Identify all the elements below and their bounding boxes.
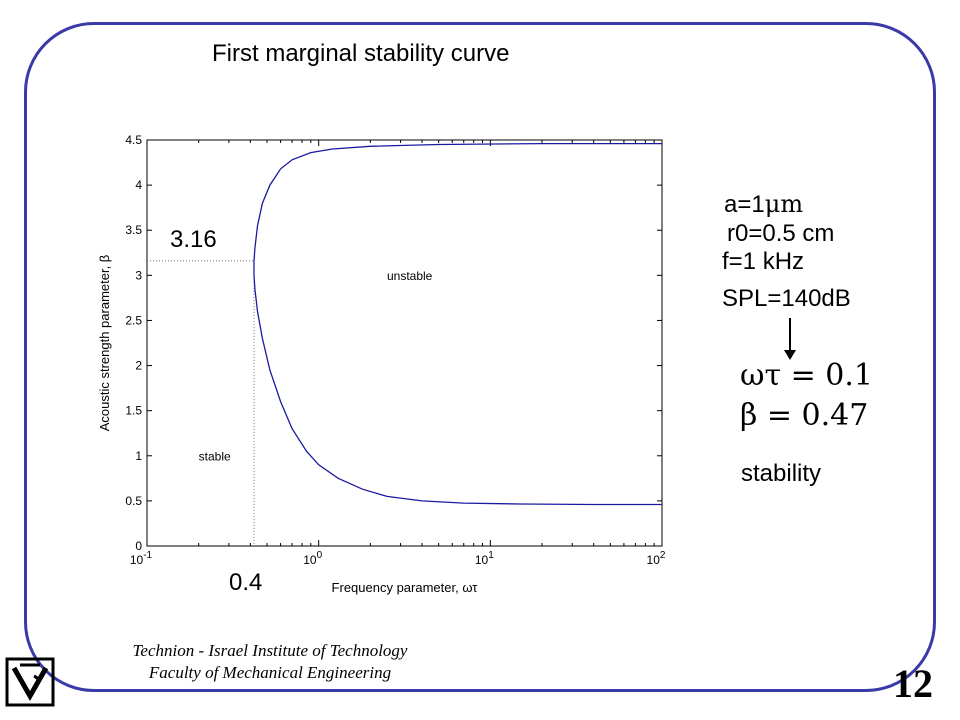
plot-area-frame — [146, 139, 663, 547]
down-arrow-icon — [784, 318, 796, 360]
footer: Technion - Israel Institute of Technolog… — [60, 640, 480, 684]
footer-institution: Technion - Israel Institute of Technolog… — [132, 641, 408, 660]
page-number: 12 — [893, 661, 933, 706]
beta-result: β = 0.47 — [740, 398, 869, 433]
x-tick-label: 10-1 — [130, 550, 153, 567]
param-a-unit: μm — [764, 190, 804, 218]
param-a: a=1μm — [724, 190, 803, 219]
region-label-unstable: unstable — [387, 269, 433, 283]
stability-conclusion: stability — [741, 460, 822, 487]
marginal-stability-curve — [253, 142, 662, 506]
y-axis-label: Acoustic strength parameter, β — [97, 255, 112, 432]
y-tick-label: 4.5 — [125, 133, 142, 147]
freq-callout: 0.4 — [229, 569, 263, 596]
technion-logo-icon — [5, 657, 55, 707]
y-tick-label: 1 — [135, 449, 142, 463]
x-tick-label: 102 — [647, 550, 666, 567]
x-axis-label: Frequency parameter, ωτ — [332, 580, 479, 595]
omega-tau-result: ωτ = 0.1 — [740, 358, 873, 393]
x-tick-label: 100 — [303, 550, 322, 567]
slide-title: First marginal stability curve — [212, 40, 510, 67]
beta-callout: 3.16 — [170, 226, 217, 253]
y-tick-label: 1.5 — [125, 404, 142, 418]
param-f: f=1 kHz — [722, 248, 805, 275]
footer-faculty: Faculty of Mechanical Engineering — [148, 663, 392, 682]
param-r0: r0=0.5 cm — [727, 220, 835, 247]
param-spl: SPL=140dB — [722, 285, 851, 312]
y-tick-label: 3.5 — [125, 223, 142, 237]
y-tick-label: 2.5 — [125, 313, 142, 327]
param-a-prefix: a=1 — [724, 191, 765, 218]
y-tick-label: 0 — [135, 539, 142, 553]
x-tick-label: 101 — [475, 550, 494, 567]
y-tick-label: 0.5 — [125, 494, 142, 508]
y-tick-label: 3 — [135, 268, 142, 282]
slide-frame — [24, 22, 936, 692]
y-tick-label: 2 — [135, 359, 142, 373]
y-tick-label: 4 — [135, 178, 142, 192]
region-label-stable: stable — [199, 449, 231, 463]
